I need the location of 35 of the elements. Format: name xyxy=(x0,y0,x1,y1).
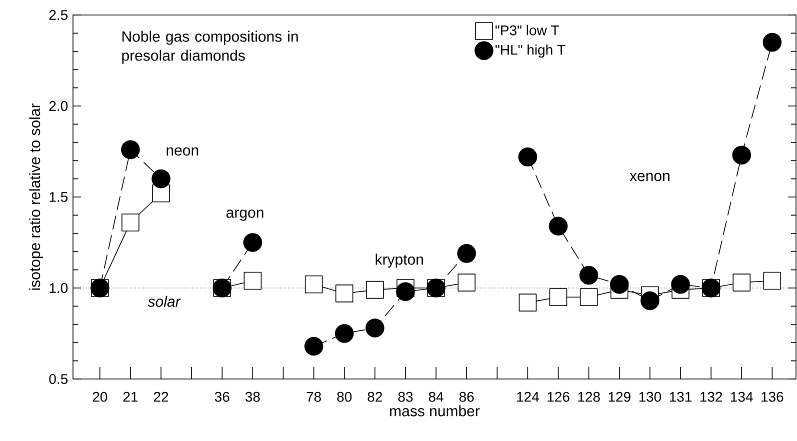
x-tick-label: 134 xyxy=(730,392,753,402)
x-tick-label: 86 xyxy=(459,392,474,402)
legend-label: "HL" high T xyxy=(496,44,566,58)
x-tick-label: 78 xyxy=(306,392,321,402)
x-axis-title: mass number xyxy=(390,405,480,416)
ref-line-label: solar xyxy=(148,296,181,307)
x-tick-label: 84 xyxy=(428,392,444,402)
x-tick-label: 38 xyxy=(245,392,260,402)
annotation: argon xyxy=(226,210,264,221)
x-tick-label: 130 xyxy=(639,392,662,402)
y-axis-title: isotope ratio relative to solar xyxy=(29,103,44,290)
annotation: xenon xyxy=(630,172,670,182)
x-tick-label: 124 xyxy=(517,392,539,402)
x-tick-label: 136 xyxy=(762,392,784,402)
annotation: neon xyxy=(166,147,198,156)
annotation: krypton xyxy=(376,254,423,268)
y-tick-label: 2.5 xyxy=(49,10,68,20)
y-tick-label: 0.5 xyxy=(49,374,68,384)
x-tick-label: 126 xyxy=(548,392,570,402)
x-tick-label: 22 xyxy=(154,392,168,402)
text: Noble gas compositions in presolar diamonds xyxy=(122,30,298,64)
x-tick-label: 82 xyxy=(368,392,382,402)
y-tick-label: 1.0 xyxy=(50,283,68,293)
x-tick-label: 132 xyxy=(700,392,722,402)
x-tick-label: 128 xyxy=(578,392,600,402)
x-tick-label: 83 xyxy=(398,392,413,402)
x-tick-label: 36 xyxy=(214,392,230,402)
y-tick-label: 2.0 xyxy=(49,101,68,111)
x-tick-label: 80 xyxy=(337,392,352,402)
x-tick-label: 131 xyxy=(670,392,692,402)
x-tick-label: 20 xyxy=(92,392,108,402)
x-tick-label: 129 xyxy=(608,392,630,402)
y-tick-label: 1.5 xyxy=(50,192,68,202)
legend-label: "P3" low T xyxy=(496,25,560,36)
x-tick-label: 21 xyxy=(123,392,138,402)
